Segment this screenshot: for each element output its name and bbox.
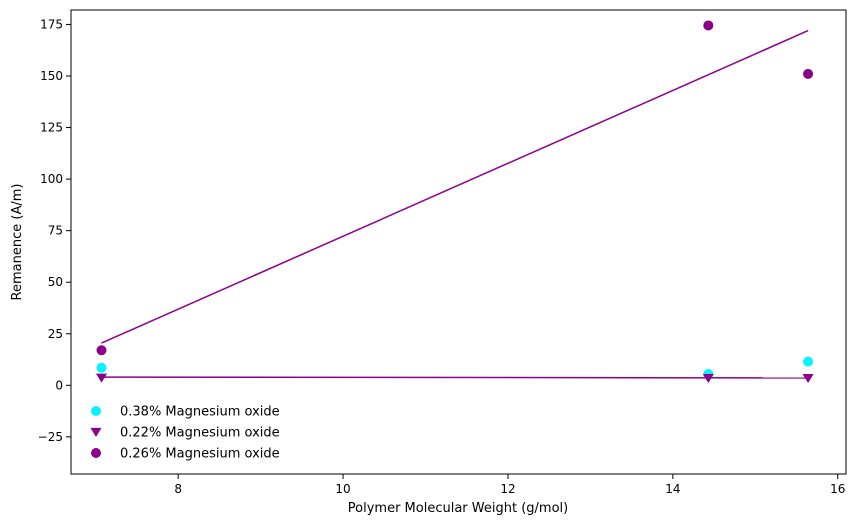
legend-marker [90, 427, 102, 437]
legend-label: 0.22% Magnesium oxide [120, 426, 280, 441]
data-point [96, 362, 107, 373]
legend-label: 0.26% Magnesium oxide [120, 447, 280, 462]
y-tick-label: −25 [38, 430, 63, 444]
y-tick-label: 25 [48, 327, 63, 341]
y-tick-label: 150 [40, 69, 63, 83]
y-tick-label: 75 [48, 224, 63, 238]
data-point [803, 68, 814, 79]
y-axis-label: Remanence (A/m) [10, 184, 25, 301]
trendline [101, 376, 809, 379]
data-point [702, 373, 714, 384]
axis-ticks: 8 10 12 14 16 −25 0 25 50 75 100 125 150 175 [38, 17, 846, 496]
data-points [96, 20, 814, 384]
y-tick-label: 50 [48, 275, 63, 289]
x-tick-label: 10 [335, 482, 350, 496]
plot-frame [70, 9, 847, 475]
x-tick-label: 14 [665, 482, 680, 496]
data-point [802, 373, 814, 384]
legend-label: 0.38% Magnesium oxide [120, 405, 280, 420]
data-point [703, 20, 714, 31]
trendlines [101, 29, 809, 379]
x-tick-label: 16 [830, 482, 845, 496]
data-point [96, 345, 107, 356]
data-point [803, 356, 814, 367]
x-axis-label: Polymer Molecular Weight (g/mol) [348, 501, 568, 516]
y-tick-label: 0 [55, 378, 63, 392]
data-point [96, 373, 108, 383]
x-tick-label: 12 [500, 482, 515, 496]
x-tick-label: 8 [174, 482, 182, 496]
y-tick-label: 125 [40, 121, 63, 135]
legend-marker [91, 406, 101, 416]
y-tick-label: 175 [40, 17, 63, 31]
legend: 0.38% Magnesium oxide 0.22% Magnesium oxi… [90, 405, 280, 462]
y-tick-label: 100 [40, 172, 63, 186]
trendline [101, 29, 809, 344]
legend-marker [91, 448, 101, 458]
